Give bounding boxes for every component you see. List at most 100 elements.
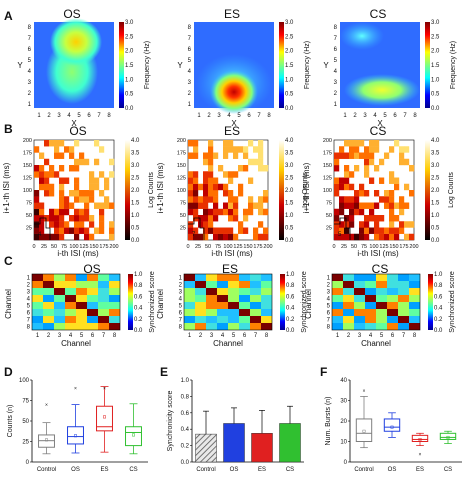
isi-cell xyxy=(263,165,269,172)
isi-cell xyxy=(253,158,259,166)
tick-label-x: ES xyxy=(100,467,108,473)
matrix-cell xyxy=(206,309,217,316)
tick-label-y: 4 xyxy=(327,297,331,303)
isi-cell xyxy=(54,140,60,147)
isi-cell xyxy=(188,227,194,234)
tick-label-x: 5 xyxy=(80,333,84,339)
tick-label-y: 150 xyxy=(177,163,186,169)
isi-cell xyxy=(39,208,45,216)
tick-label-y: 0.8 xyxy=(181,394,190,400)
tick-label-x: 125 xyxy=(379,244,388,250)
isi-cell xyxy=(258,208,264,216)
matrix-cell xyxy=(409,302,420,309)
isi-cell xyxy=(344,196,350,203)
matrix-cell xyxy=(376,316,387,323)
isi-cell xyxy=(364,165,370,172)
tick-label-y: 7 xyxy=(334,36,338,42)
matrix-cell xyxy=(43,274,54,281)
tick-label-y: 4 xyxy=(188,69,192,75)
matrix-cell xyxy=(409,309,420,316)
tick-label-x: 2 xyxy=(47,333,51,339)
tick-label-y: 3 xyxy=(188,80,192,86)
matrix-cell xyxy=(206,323,217,330)
tick-label-x: OS xyxy=(71,467,80,473)
matrix-cell xyxy=(195,288,206,295)
isi-cell xyxy=(334,183,340,191)
isi-cell xyxy=(34,171,40,178)
axis-label-y: Channel xyxy=(4,289,13,319)
isi-cell xyxy=(44,190,50,197)
tick-label-x: 5 xyxy=(383,113,387,119)
matrix-cell xyxy=(195,274,206,281)
chart-d-counts: 0 25 50 75 100 Counts (n) Control OS ES CS × × × xyxy=(7,378,148,473)
isi-cell xyxy=(339,227,345,234)
tick-label-y: 125 xyxy=(323,176,332,182)
isi-cell xyxy=(84,215,90,222)
matrix-cell xyxy=(250,281,261,288)
matrix-cell xyxy=(54,302,65,309)
tick-label-x: 200 xyxy=(409,244,418,250)
isi-cell xyxy=(198,215,204,222)
colorbar-tick-label: 0.5 xyxy=(285,92,294,98)
isi-cell xyxy=(248,158,254,166)
matrix-cell xyxy=(376,302,387,309)
matrix-cell xyxy=(387,295,398,302)
tick-label-x: 1 xyxy=(37,113,41,119)
tick-label-x: ES xyxy=(416,467,424,473)
tick-label-x: CS xyxy=(129,467,137,473)
matrix-cell xyxy=(239,316,250,323)
matrix-cell xyxy=(365,309,376,316)
isi-cell xyxy=(84,208,90,216)
tick-label-y: 4 xyxy=(27,297,31,303)
matrix-cell xyxy=(332,309,343,316)
matrix-cell xyxy=(387,316,398,323)
isi-cell xyxy=(203,158,209,166)
colorbar-tick-label: 0.0 xyxy=(125,106,134,112)
isi-cell xyxy=(409,190,415,197)
isi-cell xyxy=(349,152,355,159)
isi-cell xyxy=(89,171,95,178)
isi-cell xyxy=(59,196,65,203)
matrix-cell xyxy=(376,295,387,302)
colorbar xyxy=(119,22,124,108)
isi-cell xyxy=(99,227,105,234)
panel-b-es: ES 70 25255050757510010012512515015017517… xyxy=(156,124,309,258)
isi-cell xyxy=(374,146,380,153)
isi-cell xyxy=(369,177,375,184)
tick-label-y: 3 xyxy=(334,80,338,86)
panel-a-cs-title: CS xyxy=(370,7,387,21)
isi-cell xyxy=(238,227,244,234)
tick-label-y: 125 xyxy=(177,176,186,182)
isi-cell xyxy=(334,221,340,228)
matrix-cell xyxy=(261,274,272,281)
panel-b-cs: CS 50 25255050757510010012512515015017517… xyxy=(302,124,455,258)
isi-cell xyxy=(334,190,340,197)
matrix-cell xyxy=(217,295,228,302)
box-mean xyxy=(103,415,106,419)
tick-label-y: 0.4 xyxy=(181,427,190,433)
axis-label-y: i+1-th ISI (ms) xyxy=(302,162,311,213)
bar xyxy=(223,423,245,463)
isi-cell xyxy=(344,183,350,191)
matrix-cell xyxy=(87,302,98,309)
tick-label-x: 6 xyxy=(391,333,395,339)
matrix-cell xyxy=(65,302,76,309)
colorbar-tick-label: 0.8 xyxy=(434,283,443,289)
tick-label-x: 6 xyxy=(393,113,397,119)
matrix-cell xyxy=(217,302,228,309)
heatmap-hotspot xyxy=(344,74,420,106)
matrix-cell xyxy=(54,274,65,281)
matrix-cell xyxy=(332,281,343,288)
isi-cell xyxy=(34,208,40,216)
isi-cell xyxy=(228,196,234,203)
isi-cell xyxy=(248,202,254,209)
isi-cell xyxy=(39,183,45,191)
isi-cell xyxy=(339,146,345,153)
matrix-cell xyxy=(239,295,250,302)
matrix-cell xyxy=(365,288,376,295)
colorbar-tick-label: 2.5 xyxy=(431,34,440,40)
tick-label-x: ES xyxy=(258,467,266,473)
isi-cell xyxy=(344,227,350,234)
isi-cell xyxy=(64,146,70,153)
